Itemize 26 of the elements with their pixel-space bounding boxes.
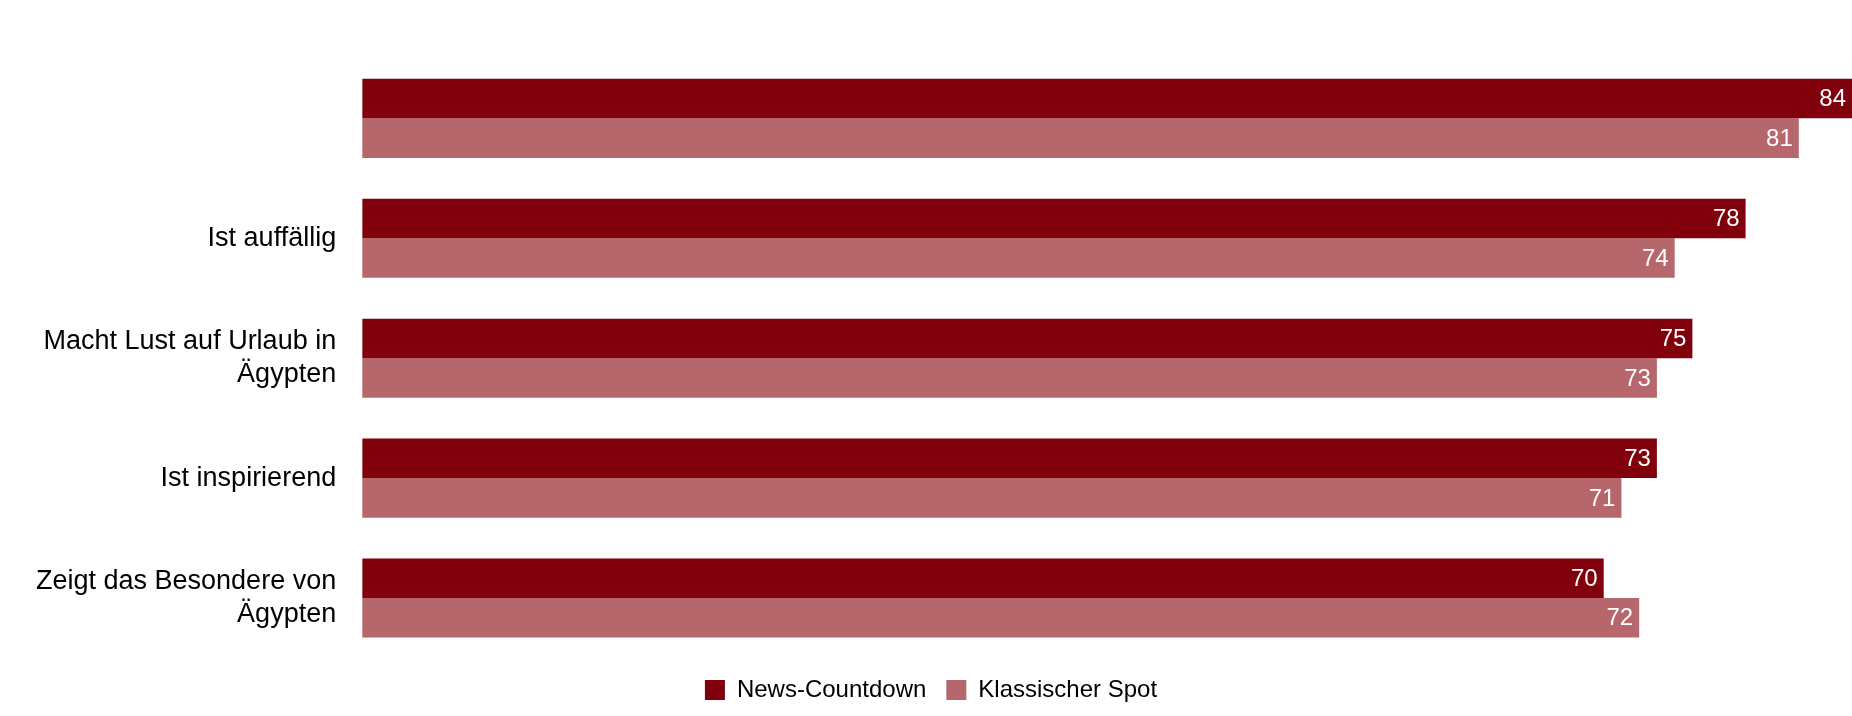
y-tick-label: Zeigt das Besondere von Ägypten [35,565,337,628]
bar [362,198,1746,239]
bar [362,438,1657,479]
data-label: 72 [1606,603,1634,631]
y-tick-label: Ist auffällig [207,221,337,252]
bar [362,478,1622,518]
data-label: 73 [1624,363,1651,391]
y-tick-label: Macht Lust auf Urlaub in Ägypten [43,325,337,388]
bar [362,238,1675,278]
data-label: 75 [1659,324,1687,352]
data-label: 71 [1588,483,1616,511]
bar [362,598,1640,638]
data-label: 73 [1624,443,1651,471]
data-label: 74 [1641,243,1669,271]
legend-label: News-Countdown [736,674,927,702]
bar [362,558,1604,599]
legend-label: Klassischer Spot [978,674,1158,702]
bar [362,318,1693,359]
data-label: 70 [1571,563,1598,591]
data-label: 78 [1712,204,1740,232]
data-label: 81 [1766,123,1793,151]
bar [362,78,1852,119]
bar [362,358,1657,398]
y-tick-label: Ist inspirierend [160,461,337,492]
bar [362,118,1799,158]
data-label: 84 [1819,84,1846,112]
